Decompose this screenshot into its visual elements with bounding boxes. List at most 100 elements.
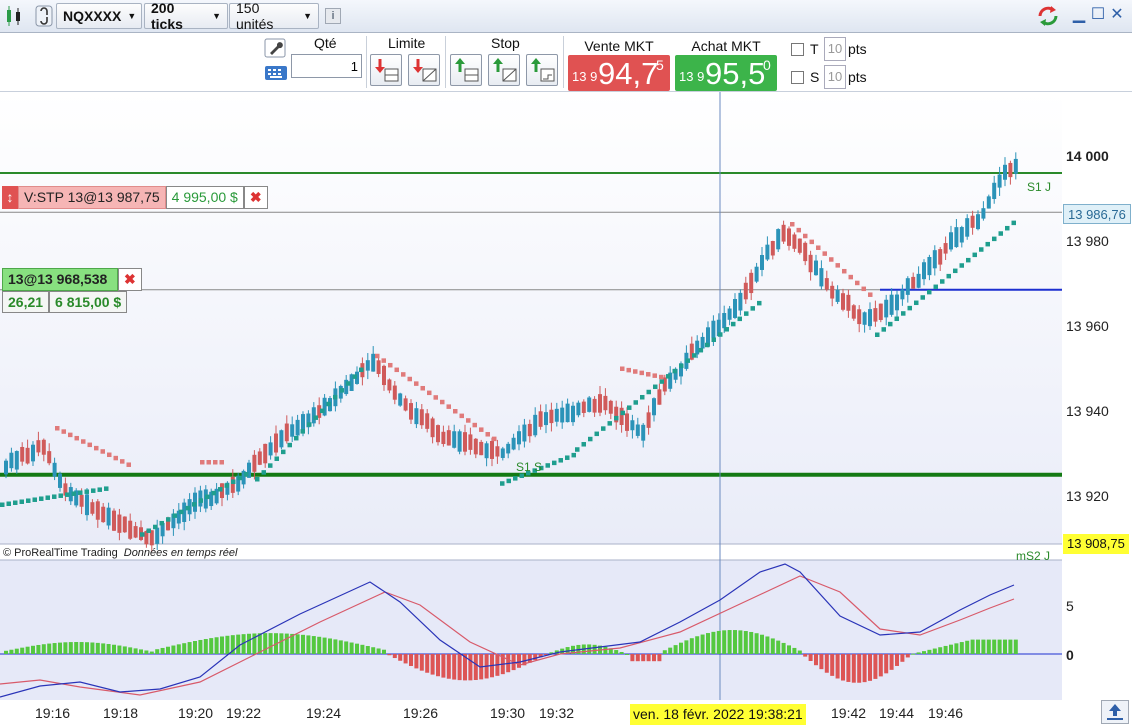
limit-sell-button[interactable] [408,54,440,86]
histogram-bar [20,647,25,654]
sar-dot [446,404,451,409]
sar-dot [526,470,531,476]
position-pts: 26,21 [2,291,50,313]
sar-dot [58,493,63,498]
stop-loss-checkbox[interactable] [791,71,804,84]
sar-dot [179,509,184,515]
symbol-selector[interactable]: NQXXXX ▼ [56,3,142,29]
take-profit-checkbox[interactable] [791,43,804,56]
sar-dot [120,459,125,464]
close-icon[interactable]: ✕ [1110,6,1124,23]
candle-body [452,431,457,448]
scroll-to-latest-icon[interactable] [1101,700,1129,724]
histogram-bar [166,646,170,654]
sar-dot [333,394,338,400]
candle-body [911,276,916,289]
sar-dot [346,381,351,386]
sar-dot [940,279,945,284]
histogram-bar [139,649,143,654]
limit-buy-button[interactable] [370,54,402,86]
stop-buy-button[interactable] [450,54,482,86]
candle-body [1003,164,1007,180]
histogram-bar [468,654,473,681]
candle-body [884,299,889,318]
cancel-order-icon[interactable]: ✖ [243,186,268,209]
sar-dot [492,436,497,442]
stop-sell-button[interactable] [488,54,520,86]
candle-body [295,419,300,436]
histogram-bar [79,642,84,654]
sar-dot [552,460,557,466]
units-selector[interactable]: 150 unités ▼ [229,0,319,32]
sell-market-button[interactable]: Vente MKT 13 9 94,7 5 [568,36,670,91]
histogram-bar [533,654,538,661]
candle-body [306,413,311,428]
candle-body [144,531,149,545]
candle-body [830,285,835,299]
candle-body [322,397,327,416]
histogram-bar [376,648,381,654]
time-axis[interactable] [0,700,1132,725]
minimize-icon[interactable]: ▁ [1072,6,1086,23]
histogram-bar [295,634,300,654]
candle-body [943,243,948,254]
candle-body [841,293,845,310]
histogram-bar [403,654,408,664]
price-chart[interactable] [0,92,1062,700]
keyboard-icon[interactable] [264,63,288,83]
link-icon[interactable] [34,4,54,28]
histogram-bar [220,636,224,654]
buy-market-button[interactable]: Achat MKT 13 9 95,5 0 [675,36,777,91]
candle-body [52,462,57,477]
wrench-icon[interactable] [264,38,286,58]
price-label: 13 960 [1066,318,1109,334]
candle-body [36,440,41,453]
sar-dot [381,358,386,363]
refresh-icon[interactable] [1035,4,1061,28]
candle-body [727,308,732,320]
sell-sup: 5 [656,57,664,73]
candle-body [754,266,759,282]
chart-canvas[interactable] [0,92,1062,700]
candle-body [668,372,673,389]
sar-dot [78,490,83,495]
stop-order-tag[interactable]: ↕ V:STP 13@13 987,75 4 995,00 $ ✖ [2,186,268,209]
sar-dot [219,460,224,465]
histogram-bar [522,654,527,666]
t-pts-input[interactable]: 10 [824,37,846,61]
histogram-bar [117,645,122,654]
histogram-bar [873,654,878,679]
position-tag[interactable]: 13@13 968,538 ✖ 26,21 6 815,00 $ [2,268,142,313]
candle-body [112,510,116,531]
candle-body [614,406,619,423]
sar-dot [711,337,716,342]
stop-trailing-button[interactable] [526,54,558,86]
resize-icon[interactable]: ↕ [2,186,18,209]
histogram-bar [884,654,889,674]
s-pts-input[interactable]: 10 [824,65,846,89]
chart-type-icon[interactable] [4,4,26,28]
price-axis[interactable]: 14 000 13 980 13 960 13 940 13 920 13 98… [1062,92,1132,700]
info-icon[interactable]: i [325,8,341,24]
candle-body [878,303,883,320]
histogram-bar [301,634,305,654]
histogram-bar [992,639,997,654]
candle-body [603,395,608,411]
sar-dot [513,476,518,481]
sar-dot [274,456,279,461]
histogram-bar [603,646,608,654]
qty-input[interactable] [291,54,362,78]
histogram-bar [41,644,46,654]
histogram-bar [630,654,635,662]
limit-label: Limite [388,35,426,51]
ticks-selector[interactable]: 200 ticks ▼ [144,0,228,32]
candle-body [479,441,484,456]
maximize-icon[interactable]: ☐ [1090,6,1106,23]
candle-body [25,447,30,464]
sar-dot [100,449,105,454]
sar-dot [126,462,131,467]
histogram-bar [959,642,964,654]
candle-body [128,520,133,539]
close-position-icon[interactable]: ✖ [118,268,142,291]
histogram-bar [47,643,52,654]
